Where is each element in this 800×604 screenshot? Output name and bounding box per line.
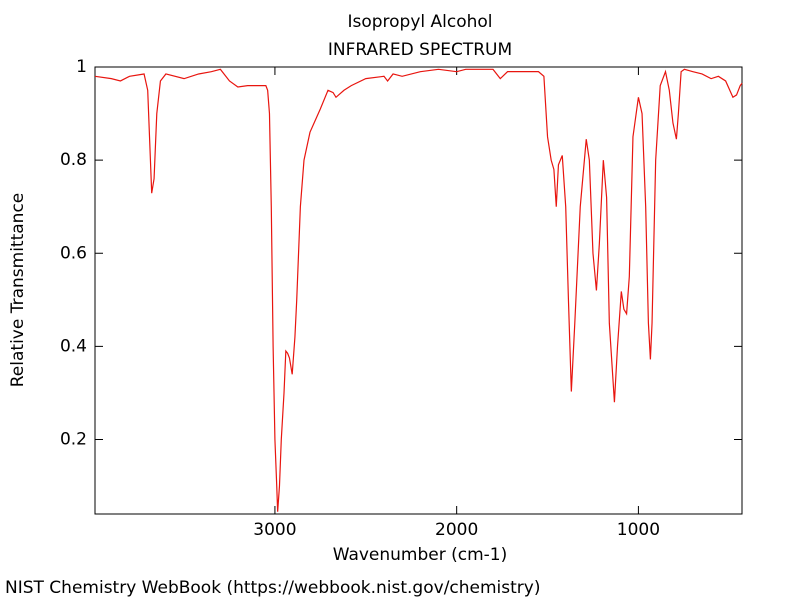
footer: NIST Chemistry WebBook (https://webbook.…	[5, 578, 540, 598]
y-tick-label: 1	[76, 57, 87, 77]
y-tick-label: 0.8	[60, 150, 87, 170]
x-tick-label: 3000	[253, 520, 296, 540]
y-tick-label: 0.6	[60, 243, 87, 263]
y-tick-label: 0.2	[60, 430, 87, 450]
y-tick-label: 0.4	[60, 336, 87, 356]
chart-subtitle: INFRARED SPECTRUM	[328, 40, 512, 60]
y-axis-label: Relative Transmittance	[8, 193, 28, 388]
x-tick-label: 1000	[617, 520, 660, 540]
x-axis-label: Wavenumber (cm-1)	[333, 545, 508, 565]
x-tick-label: 2000	[435, 520, 478, 540]
plot-frame	[94, 66, 743, 515]
chart-title: Isopropyl Alcohol	[347, 12, 492, 32]
spectrum-line	[94, 68, 743, 512]
